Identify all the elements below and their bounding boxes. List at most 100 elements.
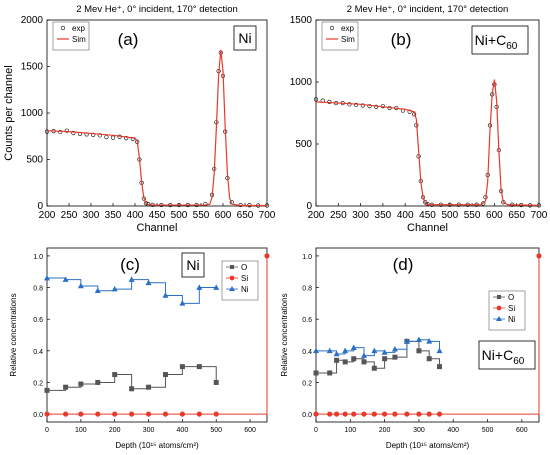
x-tick-label: 300	[413, 427, 425, 434]
data-point	[77, 282, 84, 289]
y-tick-label: 1500	[290, 15, 313, 26]
sample-tag-base: Ni+C	[482, 347, 514, 363]
legend-swatch	[229, 286, 235, 291]
data-point	[94, 287, 101, 294]
data-point	[426, 411, 432, 417]
data-point	[326, 347, 333, 354]
chart-title: 2 Mev He⁺, 0° incident, 170° detection	[76, 4, 238, 15]
data-point	[78, 411, 84, 417]
data-point	[361, 352, 368, 358]
y-tick-label: 0.6	[302, 317, 312, 324]
data-point	[342, 411, 348, 417]
x-tick-label: 350	[375, 210, 392, 221]
data-point	[162, 292, 169, 298]
data-point	[403, 338, 410, 344]
x-tick-label: 400	[447, 427, 459, 434]
sample-tag-box	[471, 25, 529, 55]
data-point	[327, 411, 333, 417]
series-si	[44, 253, 270, 417]
data-point	[382, 411, 388, 417]
series-group	[44, 253, 270, 417]
legend-box	[488, 290, 526, 331]
x-tick-label: 500	[482, 427, 494, 434]
legend-label: Si	[508, 304, 515, 313]
x-tick-label: 400	[127, 210, 144, 221]
legend-swatch	[497, 295, 501, 299]
sample-tag-base: Ni+C	[475, 32, 507, 48]
x-tick-label: 500	[210, 427, 222, 434]
x-tick-label: 100	[75, 427, 87, 434]
x-tick-label: 200	[308, 210, 325, 221]
x-tick-label: 0	[314, 427, 318, 434]
series-o	[44, 364, 219, 393]
x-tick-label: 400	[397, 210, 414, 221]
y-tick-label: 0.4	[302, 349, 312, 356]
data-point	[350, 344, 357, 350]
series-ni	[44, 274, 220, 306]
y-tick-label: 1000	[21, 108, 44, 119]
legend-label: Sim	[341, 35, 355, 44]
legend-label: O	[508, 293, 514, 302]
x-axis-label: Depth (10¹⁵ atoms/cm²)	[386, 441, 470, 450]
sample-tag: Ni	[186, 257, 199, 273]
series-si	[313, 253, 542, 417]
sample-tag-subscript: 60	[506, 41, 518, 52]
data-point	[342, 347, 349, 354]
data-point	[360, 103, 365, 108]
y-tick-label: 500	[295, 139, 312, 150]
x-tick-label: 650	[508, 210, 525, 221]
data-point	[64, 128, 69, 133]
legend-box	[52, 21, 90, 51]
data-point	[196, 411, 202, 417]
data-point	[162, 372, 168, 378]
legend-label: exp	[72, 24, 85, 33]
x-tick-label: 350	[105, 210, 122, 221]
series-group	[313, 79, 542, 208]
data-point	[129, 411, 135, 417]
data-point	[371, 347, 378, 354]
data-point	[361, 411, 367, 417]
data-point	[313, 370, 319, 376]
x-tick-label: 550	[193, 210, 210, 221]
y-tick-label: 0.0	[302, 412, 312, 419]
y-tick-label: 0.8	[33, 286, 43, 293]
legend-swatch	[496, 305, 502, 311]
data-point	[426, 338, 433, 344]
x-axis-label: Channel	[407, 222, 448, 234]
y-tick-label: 0.2	[33, 380, 43, 387]
legend-swatch	[230, 265, 234, 269]
data-point	[437, 364, 443, 370]
series-exp	[313, 82, 542, 208]
data-point	[63, 411, 69, 417]
y-tick-label: 2000	[21, 15, 44, 26]
x-tick-label: 550	[464, 210, 481, 221]
y-tick-label: 500	[26, 155, 43, 166]
x-tick-label: 400	[177, 427, 189, 434]
legend-box	[321, 21, 359, 51]
y-tick-label: 0.8	[302, 286, 312, 293]
legend-label: O	[241, 263, 247, 272]
legend: O Si Ni	[221, 260, 259, 301]
sim-line	[46, 49, 267, 207]
data-point	[95, 411, 101, 417]
data-point	[196, 364, 202, 370]
data-point	[313, 411, 319, 417]
legend-label: Ni	[508, 315, 516, 324]
data-point	[381, 349, 388, 355]
y-tick-label: 0	[306, 201, 312, 212]
legend-box	[221, 260, 259, 301]
data-point	[392, 354, 398, 360]
data-point	[95, 379, 101, 385]
y-tick-label: 0	[37, 201, 43, 212]
series-o	[313, 338, 443, 376]
data-point	[111, 285, 118, 292]
data-point	[145, 411, 152, 417]
data-point	[415, 336, 422, 343]
data-point	[536, 253, 542, 259]
data-point	[145, 279, 152, 286]
x-axis-label: Channel	[137, 222, 178, 234]
data-point	[128, 276, 135, 282]
y-tick-label: 0.2	[302, 380, 312, 387]
y-axis-label: Relative concentrations	[9, 293, 18, 376]
